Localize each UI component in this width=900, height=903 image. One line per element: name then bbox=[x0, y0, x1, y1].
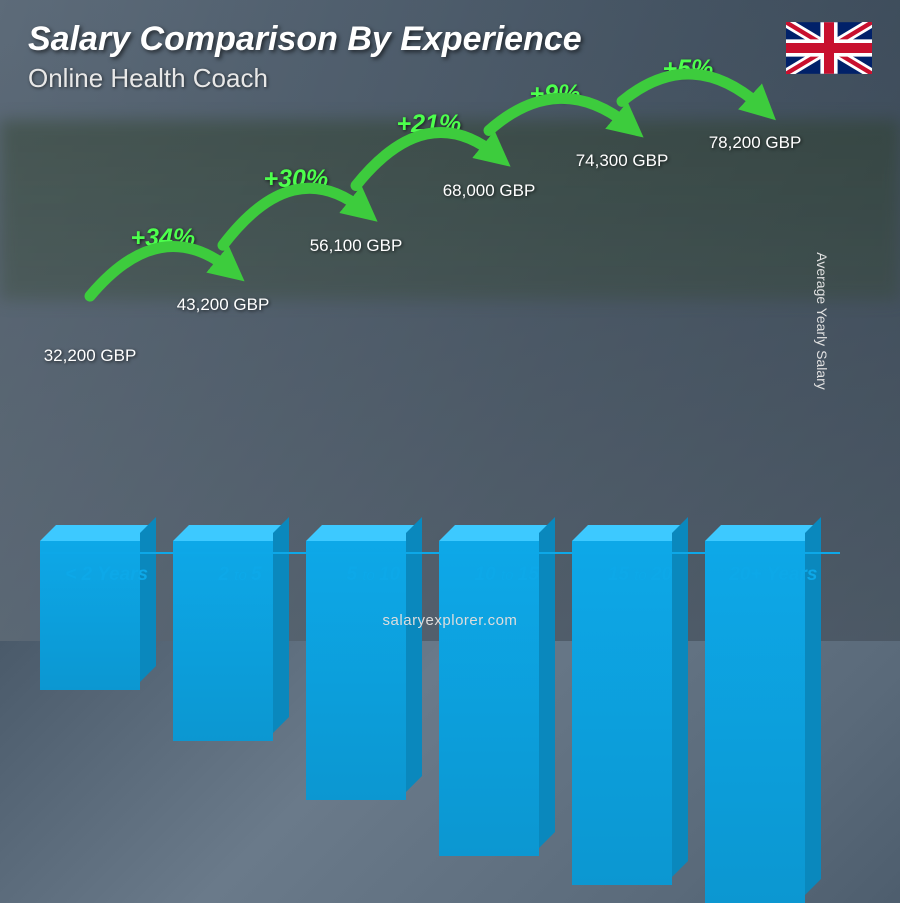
uk-flag-icon bbox=[786, 22, 872, 74]
x-axis-category: 2 to 5 bbox=[173, 554, 306, 586]
bar-chart: 32,200 GBP 43,200 GBP +34% 56,100 GBP +3… bbox=[40, 120, 840, 541]
x-axis-category: 15 to 20 bbox=[573, 554, 706, 586]
header: Salary Comparison By Experience Online H… bbox=[28, 20, 872, 94]
x-axis: < 2 Years2 to 55 to 1010 to 1515 to 2020… bbox=[40, 552, 840, 586]
x-axis-category: 20+ Years bbox=[707, 554, 840, 586]
footer-attribution: salaryexplorer.com bbox=[0, 612, 900, 629]
x-axis-category: < 2 Years bbox=[40, 554, 173, 586]
page-title: Salary Comparison By Experience bbox=[28, 20, 872, 59]
increase-arc bbox=[40, 120, 840, 541]
x-axis-category: 5 to 10 bbox=[307, 554, 440, 586]
x-axis-category: 10 to 15 bbox=[440, 554, 573, 586]
page-subtitle: Online Health Coach bbox=[28, 63, 872, 94]
